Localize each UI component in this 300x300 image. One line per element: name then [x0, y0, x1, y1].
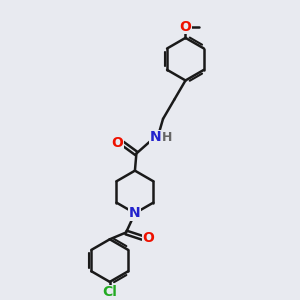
Text: O: O: [142, 231, 154, 245]
Text: O: O: [180, 20, 191, 34]
Text: O: O: [111, 136, 123, 150]
Text: H: H: [162, 131, 172, 144]
Text: N: N: [129, 206, 141, 220]
Text: Cl: Cl: [102, 285, 117, 299]
Text: N: N: [150, 130, 161, 144]
